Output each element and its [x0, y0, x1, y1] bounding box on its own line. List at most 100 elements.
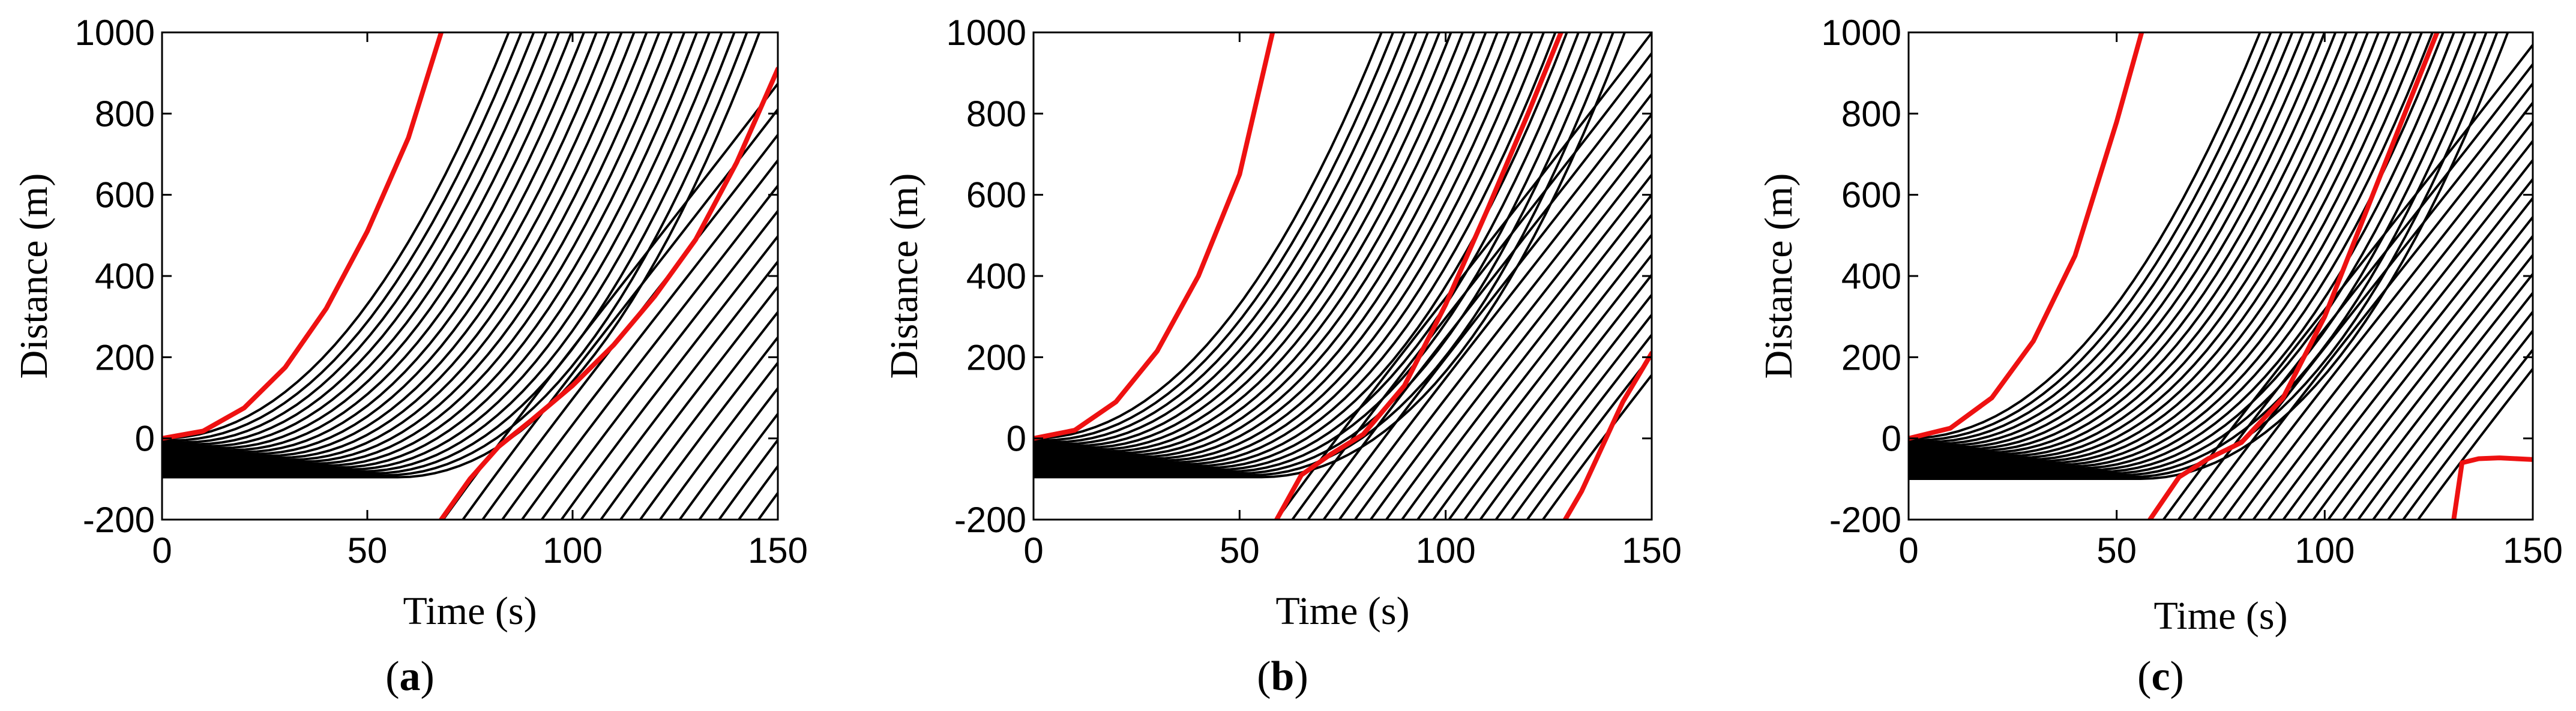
panel-b-tag: (b)	[1257, 653, 1308, 700]
panel-b-x-tick-label: 150	[1622, 530, 1682, 571]
panel-c-trajectory	[2372, 310, 2533, 520]
panel-a-trajectory	[600, 284, 778, 520]
panel-a-trajectory	[639, 335, 778, 520]
panel-a-highlight-trajectory	[162, 32, 444, 441]
panel-c-trajectory	[2402, 347, 2533, 520]
panel-b-trajectory	[1034, 32, 1430, 447]
panel-c-highlight-trajectory	[2147, 32, 2440, 520]
panel-a-trajectory	[658, 361, 778, 520]
panel-b-trajectory	[1034, 32, 1464, 453]
panel-c-trajectory	[2162, 43, 2533, 520]
panel-c-y-tick-label: 200	[1841, 337, 1901, 377]
panel-a-trajectory	[521, 184, 778, 520]
panel-a-trajectory	[162, 32, 561, 448]
panel-a-trajectory	[698, 412, 778, 520]
panel-a-trajectory	[162, 32, 723, 473]
panel-b-y-axis-title: Distance (m)	[882, 173, 926, 379]
panel-b-trajectory	[1034, 32, 1592, 473]
panel-b-trajectory	[1034, 32, 1383, 440]
panel-a-trajectory	[162, 32, 648, 461]
panel-c-y-tick-label: 0	[1882, 419, 1901, 459]
panel-a-trajectory	[162, 32, 510, 440]
panel-b-trajectory	[1510, 332, 1652, 520]
panel-c-trajectory	[2192, 81, 2533, 520]
panel-c-trajectory	[1909, 32, 2370, 457]
panel-a-highlight-trajectory	[439, 66, 778, 520]
panel-b-trajectory	[1034, 32, 1452, 451]
panel-a-trajectory	[462, 107, 778, 520]
panel-b-trajectories	[1034, 32, 1652, 520]
panel-c-trajectory	[1909, 32, 2477, 475]
panel-c-trajectory	[1909, 32, 2499, 479]
panel-c-trajectory	[2327, 253, 2533, 520]
panel-b-trajectory	[1494, 313, 1652, 520]
panel-b-trajectory	[1034, 32, 1522, 462]
panel-c-x-tick-label: 50	[2096, 530, 2137, 571]
panel-c-trajectory	[2252, 158, 2533, 520]
panel-b-trajectory	[1275, 32, 1652, 520]
panel-c-trajectory	[1909, 32, 2445, 470]
panel-c-trajectory	[1909, 32, 2380, 459]
panel-c-trajectory	[2357, 291, 2533, 520]
panel-c-tag-letter: c	[2151, 653, 2170, 700]
panel-c-trajectory	[2267, 177, 2533, 520]
panel-a-trajectory	[162, 32, 661, 463]
panel-b-trajectory	[1463, 272, 1652, 520]
panel-c-trajectory	[1909, 32, 2391, 461]
panel-c-trajectory	[1909, 32, 2402, 463]
panel-c-trajectory	[2312, 234, 2533, 520]
panel-c-y-tick-label: 400	[1841, 256, 1901, 296]
panel-c-y-tick-label: 600	[1841, 175, 1901, 215]
panel-a-x-tick-label: 100	[543, 530, 603, 571]
panel-a-trajectory	[162, 32, 610, 455]
panel-a-trajectory	[162, 32, 673, 465]
panel-a-y-tick-label: 600	[95, 175, 155, 215]
panel-b-highlight-trajectory	[1034, 32, 1275, 441]
panel-c-trajectory	[1909, 32, 2434, 468]
panel-a-y-tick-label: -200	[83, 500, 155, 540]
panel-a-trajectories	[162, 32, 778, 520]
panel-b-trajectory	[1034, 32, 1476, 455]
panel-c-trajectory	[2237, 139, 2533, 520]
panel-b-trajectory	[1034, 32, 1487, 457]
panel-c-trajectory	[1909, 32, 2326, 451]
panel-a-x-tick-label: 0	[152, 530, 172, 571]
panel-c-y-tick-label: -200	[1829, 500, 1901, 540]
panel-a-tag-letter: a	[400, 653, 421, 700]
panel-b-trajectory	[1526, 353, 1652, 520]
panel-c-trajectory	[1909, 32, 2466, 473]
panel-c-x-tick-label: 100	[2295, 530, 2355, 571]
panel-a-trajectory	[162, 32, 586, 452]
panel-c-trajectory	[2207, 101, 2533, 520]
panel-b-x-axis-title: Time (s)	[1275, 589, 1409, 633]
panel-a-trajectory	[162, 32, 535, 444]
panel-b-trajectory	[1034, 32, 1395, 442]
panel-b-y-tick-label: 400	[966, 256, 1026, 296]
panel-a-tag: (a)	[385, 653, 435, 700]
panel-b-trajectory	[1353, 132, 1652, 520]
panel-c-trajectory	[1909, 32, 2348, 454]
panel-b-trajectory	[1370, 152, 1652, 520]
panel-a-y-tick-label: 400	[95, 256, 155, 296]
panel-b-y-tick-label: 800	[966, 94, 1026, 134]
panel-a-y-axis-title: Distance (m)	[12, 173, 56, 379]
panel-a-trajectory	[162, 32, 761, 479]
panel-c-highlight-trajectory	[2451, 455, 2533, 520]
panel-c-trajectory	[1909, 32, 2455, 472]
panel-b-y-tick-label: 1000	[946, 13, 1026, 53]
panel-b-trajectory	[1307, 71, 1652, 520]
panel-a-trajectory	[757, 491, 778, 520]
panel-b-trajectory	[1322, 92, 1652, 520]
panel-c-trajectory	[1909, 32, 2413, 464]
panel-a-trajectory	[162, 32, 598, 454]
panel-b-trajectory	[1034, 32, 1418, 445]
panel-a-trajectory	[162, 32, 686, 467]
panel-a-trajectory	[162, 32, 699, 469]
panel-c-trajectory	[2282, 196, 2533, 520]
panel-a-y-tick-label: 0	[135, 419, 155, 459]
